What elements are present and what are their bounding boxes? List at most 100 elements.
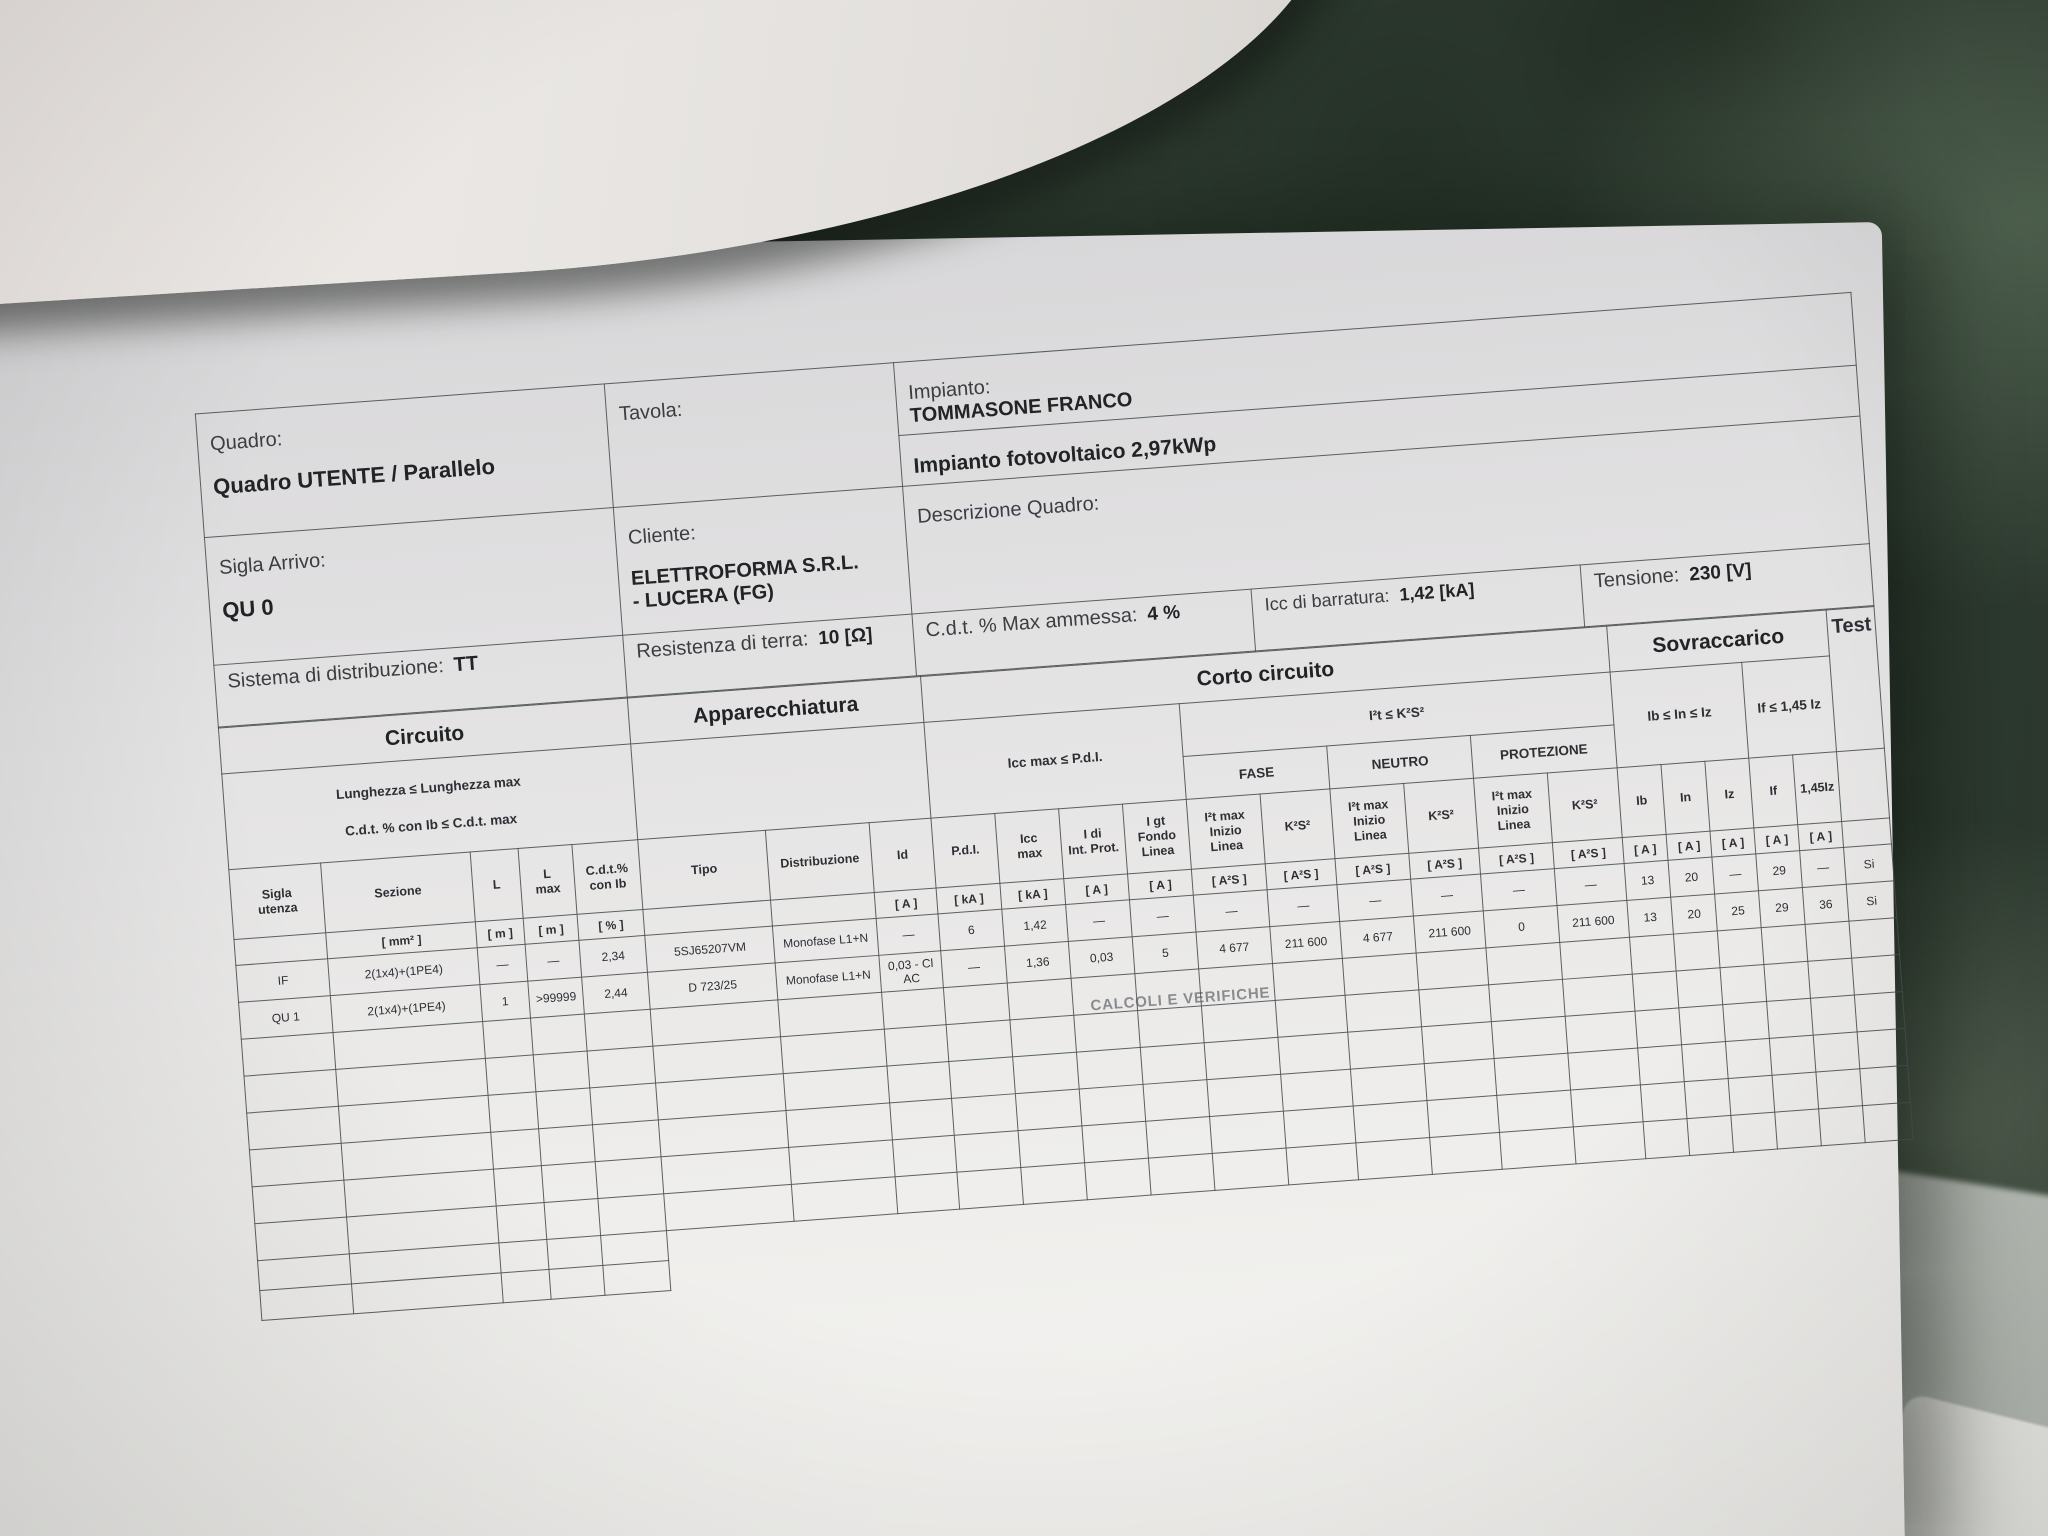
table-cell [1684, 1078, 1732, 1119]
table-cell: — [1799, 847, 1847, 888]
table-cell [1429, 1132, 1503, 1175]
table-cell [1275, 995, 1348, 1038]
table-cell: 2,34 [578, 935, 648, 978]
unit-cell: [ m ] [523, 914, 579, 945]
table-cell [595, 1156, 664, 1199]
column-header-cell: K²S² [1260, 788, 1336, 864]
unit-cell: [ m ] [475, 918, 526, 948]
table-cell [1722, 1001, 1770, 1042]
unit-cell: [ A ] [1622, 834, 1669, 864]
column-header-cell: K²S² [1403, 778, 1479, 854]
table-cell [538, 1124, 596, 1166]
table-cell [663, 1184, 795, 1231]
column-header-cell: Distribuzione [765, 822, 875, 901]
table-cell [1629, 934, 1677, 975]
table-cell [1209, 1111, 1287, 1154]
table-cell [1009, 1015, 1077, 1057]
table-cell [1728, 1075, 1775, 1116]
table-cell [1421, 1021, 1495, 1064]
table-cell [1570, 1085, 1644, 1128]
table-cell [956, 1167, 1024, 1210]
table-cell [482, 1018, 534, 1059]
column-header-cell: L max [518, 844, 578, 919]
table-cell [948, 1056, 1016, 1099]
table-cell: Si [1843, 843, 1895, 885]
table-cell: 20 [1670, 894, 1718, 935]
table-cell [1355, 1137, 1433, 1180]
table-cell [602, 1260, 671, 1296]
cdt-max-value: 4 % [1146, 601, 1181, 626]
column-header-cell: Ib [1617, 764, 1667, 838]
table-cell: 1 [479, 981, 531, 1022]
table-cell: — [1480, 868, 1558, 912]
info-cliente-cell: Cliente: ELETTROFORMA S.R.L. - LUCERA (F… [613, 486, 912, 636]
column-header-cell [1836, 748, 1890, 822]
table-cell [493, 1165, 545, 1207]
table-cell [1350, 1063, 1427, 1107]
table-cell [1347, 1026, 1425, 1070]
table-cell [884, 1024, 949, 1067]
table-cell [1559, 937, 1633, 980]
table-cell [548, 1265, 606, 1300]
table-cell: 211 600 [1269, 921, 1343, 964]
table-cell: >99999 [527, 977, 585, 1019]
table-cell [1717, 927, 1765, 968]
table-cell: 0 [1483, 905, 1560, 948]
table-cell: 0,03 - Cl AC [878, 950, 944, 993]
cliente-value: ELETTROFORMA S.R.L. - LUCERA (FG) [630, 551, 860, 613]
table-cell [533, 1051, 590, 1092]
table-cell [1012, 1052, 1080, 1094]
table-cell [1851, 954, 1903, 996]
table-cell [1567, 1048, 1641, 1091]
table-cell: — [876, 914, 941, 956]
table-cell [895, 1172, 960, 1214]
table-cell [597, 1193, 667, 1236]
table-cell [1140, 1042, 1207, 1085]
table-cell [889, 1098, 955, 1140]
tensione-label: Tensione: [1593, 564, 1681, 593]
resistenza-value: 10 [Ω] [817, 624, 874, 650]
table-cell [541, 1161, 598, 1203]
column-header-cell: In [1661, 761, 1711, 835]
unit-cell: [ A ] [1754, 824, 1800, 854]
table-cell [1635, 1007, 1682, 1049]
table-cell: — [1554, 863, 1627, 906]
table-cell [946, 1020, 1013, 1062]
table-cell [501, 1269, 552, 1303]
column-header-cell: I²t max Inizio Linea [1473, 772, 1553, 849]
table-cell [1499, 1127, 1577, 1170]
table-cell [1018, 1126, 1085, 1168]
table-cell [954, 1130, 1021, 1173]
table-cell [1416, 947, 1489, 990]
table-cell [1424, 1058, 1497, 1101]
tavola-label: Tavola: [618, 398, 684, 426]
table-cell [1772, 1072, 1819, 1113]
table-cell [1081, 1121, 1149, 1163]
table-cell [1673, 930, 1721, 972]
info-tavola-cell: Tavola: [604, 362, 903, 508]
table-cell [1813, 1031, 1860, 1073]
table-cell [1020, 1162, 1088, 1205]
column-header-cell: I²t max Inizio Linea [1186, 794, 1266, 870]
table-cell [490, 1128, 542, 1170]
table-cell [1212, 1148, 1289, 1191]
column-header-cell: 1,45Iz [1792, 751, 1842, 825]
sistema-value: TT [452, 652, 479, 677]
table-cell [1687, 1115, 1734, 1156]
table-cell [1494, 1053, 1571, 1096]
table-cell [1148, 1153, 1215, 1196]
sovraccarico-verifica-1-cell: Ib ≤ In ≤ Iz [1610, 662, 1749, 768]
table-cell: Si [1846, 880, 1897, 922]
table-cell [1816, 1068, 1863, 1110]
table-cell [1426, 1095, 1500, 1138]
calculation-table: Circuito Apparecchiatura Corto circuito … [218, 606, 1918, 1321]
table-cell: — [1267, 884, 1340, 927]
table-cell [1084, 1158, 1152, 1200]
table-cell [1076, 1047, 1144, 1090]
table-cell [881, 987, 947, 1030]
table-cell [886, 1061, 952, 1104]
table-cell [1565, 1011, 1638, 1054]
table-cell: — [1129, 895, 1197, 937]
table-cell: — [477, 944, 528, 985]
